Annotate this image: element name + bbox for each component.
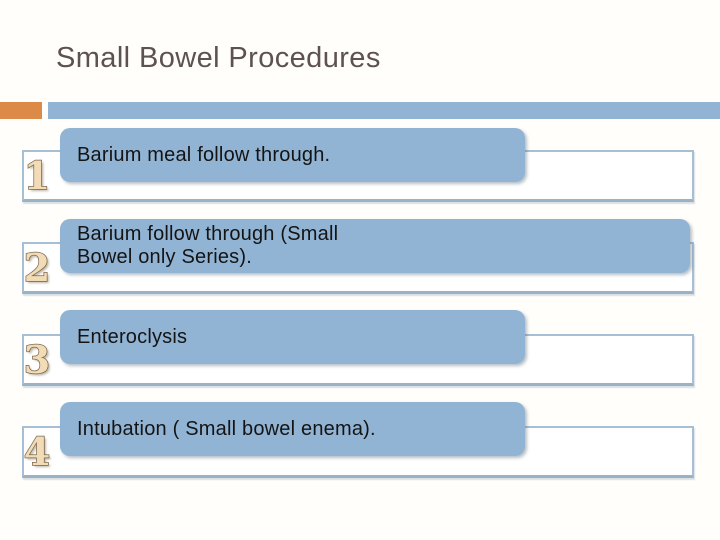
list-item-label: Bowel only Series). [77, 246, 252, 268]
list-item-number-3: 3 [23, 336, 51, 383]
list-item-number-2: 2 [23, 244, 51, 291]
list-item-pill-3: Enteroclysis [60, 310, 525, 364]
list-item-label: Intubation ( Small bowel enema). [77, 417, 376, 440]
list-item-pill-1: Barium meal follow through. [60, 128, 525, 182]
accent-bar-blue [48, 102, 720, 119]
list-item-label: Enteroclysis [77, 325, 188, 348]
list-item-number-4: 4 [23, 428, 51, 475]
accent-bar-orange [0, 102, 42, 119]
list-item-label: Barium meal follow through. [77, 143, 331, 166]
list-item-number-1: 1 [23, 152, 51, 199]
list-item-label: Barium follow through (Small [77, 223, 339, 245]
list-item-pill-4: Intubation ( Small bowel enema). [60, 402, 525, 456]
list-item-pill-2: Barium follow through (Small Bowel only … [60, 219, 690, 273]
slide-title: Small Bowel Procedures [56, 42, 381, 74]
